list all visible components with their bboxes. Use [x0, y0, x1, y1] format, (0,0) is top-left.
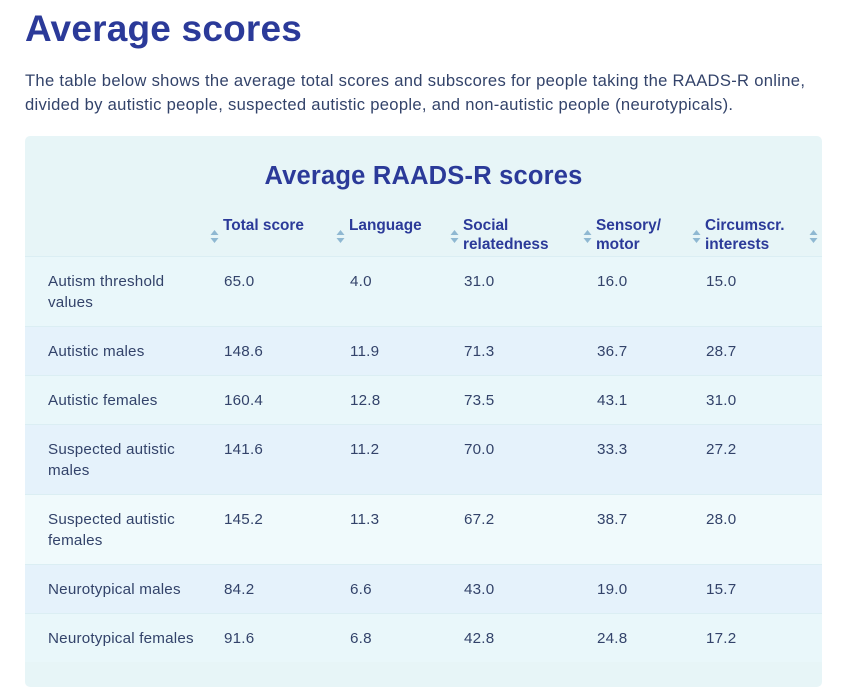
cell-social-relatedness: 42.8	[463, 613, 596, 662]
header-row: Total score Language Social relatedness …	[25, 208, 822, 256]
cell-sensory-motor: 36.7	[596, 326, 705, 375]
column-header-label[interactable]	[25, 208, 223, 256]
sort-arrows-icon[interactable]	[692, 230, 701, 243]
cell-circumscribed-interests: 15.7	[705, 564, 822, 613]
row-label: Suspected autistic males	[25, 424, 223, 494]
scores-table: Total score Language Social relatedness …	[25, 208, 822, 662]
cell-language: 4.0	[349, 256, 463, 326]
cell-language: 11.9	[349, 326, 463, 375]
table-title: Average RAADS-R scores	[264, 162, 583, 190]
cell-total-score: 141.6	[223, 424, 349, 494]
cell-language: 11.2	[349, 424, 463, 494]
cell-sensory-motor: 16.0	[596, 256, 705, 326]
cell-sensory-motor: 19.0	[596, 564, 705, 613]
table-card: Average RAADS-R scores Total score	[25, 136, 822, 687]
sort-arrows-icon[interactable]	[210, 230, 219, 243]
cell-total-score: 91.6	[223, 613, 349, 662]
cell-total-score: 148.6	[223, 326, 349, 375]
row-label: Neurotypical males	[25, 564, 223, 613]
cell-circumscribed-interests: 17.2	[705, 613, 822, 662]
sort-arrows-icon[interactable]	[450, 230, 459, 243]
cell-circumscribed-interests: 28.0	[705, 494, 822, 564]
cell-circumscribed-interests: 31.0	[705, 375, 822, 424]
column-header-social-relatedness[interactable]: Social relatedness	[463, 208, 596, 256]
cell-social-relatedness: 70.0	[463, 424, 596, 494]
column-header-total-score[interactable]: Total score	[223, 208, 349, 256]
cell-language: 6.6	[349, 564, 463, 613]
cell-social-relatedness: 73.5	[463, 375, 596, 424]
table-row: Neurotypical males 84.2 6.6 43.0 19.0 15…	[25, 564, 822, 613]
intro-paragraph: The table below shows the average total …	[25, 71, 806, 114]
table-row: Neurotypical females 91.6 6.8 42.8 24.8 …	[25, 613, 822, 662]
row-label: Autistic females	[25, 375, 223, 424]
sort-arrows-icon[interactable]	[336, 230, 345, 243]
row-label: Autism threshold values	[25, 256, 223, 326]
cell-circumscribed-interests: 15.0	[705, 256, 822, 326]
table-row: Suspected autistic males 141.6 11.2 70.0…	[25, 424, 822, 494]
cell-sensory-motor: 43.1	[596, 375, 705, 424]
cell-language: 11.3	[349, 494, 463, 564]
sort-arrows-icon[interactable]	[583, 230, 592, 243]
page-title: Average scores	[25, 8, 303, 49]
cell-language: 6.8	[349, 613, 463, 662]
cell-social-relatedness: 31.0	[463, 256, 596, 326]
cell-circumscribed-interests: 27.2	[705, 424, 822, 494]
cell-total-score: 84.2	[223, 564, 349, 613]
row-label: Neurotypical females	[25, 613, 223, 662]
cell-language: 12.8	[349, 375, 463, 424]
cell-sensory-motor: 33.3	[596, 424, 705, 494]
column-header-language[interactable]: Language	[349, 208, 463, 256]
column-header-circumscribed-interests[interactable]: Circumscr. interests	[705, 208, 822, 256]
cell-total-score: 145.2	[223, 494, 349, 564]
table-row: Autism threshold values 65.0 4.0 31.0 16…	[25, 256, 822, 326]
cell-sensory-motor: 24.8	[596, 613, 705, 662]
row-label: Autistic males	[25, 326, 223, 375]
column-header-sensory-motor[interactable]: Sensory/ motor	[596, 208, 705, 256]
cell-circumscribed-interests: 28.7	[705, 326, 822, 375]
table-row: Autistic females 160.4 12.8 73.5 43.1 31…	[25, 375, 822, 424]
table-row: Suspected autistic females 145.2 11.3 67…	[25, 494, 822, 564]
row-label: Suspected autistic females	[25, 494, 223, 564]
cell-total-score: 65.0	[223, 256, 349, 326]
cell-social-relatedness: 43.0	[463, 564, 596, 613]
cell-total-score: 160.4	[223, 375, 349, 424]
sort-arrows-icon[interactable]	[809, 230, 818, 243]
cell-social-relatedness: 71.3	[463, 326, 596, 375]
cell-sensory-motor: 38.7	[596, 494, 705, 564]
table-row: Autistic males 148.6 11.9 71.3 36.7 28.7	[25, 326, 822, 375]
cell-social-relatedness: 67.2	[463, 494, 596, 564]
